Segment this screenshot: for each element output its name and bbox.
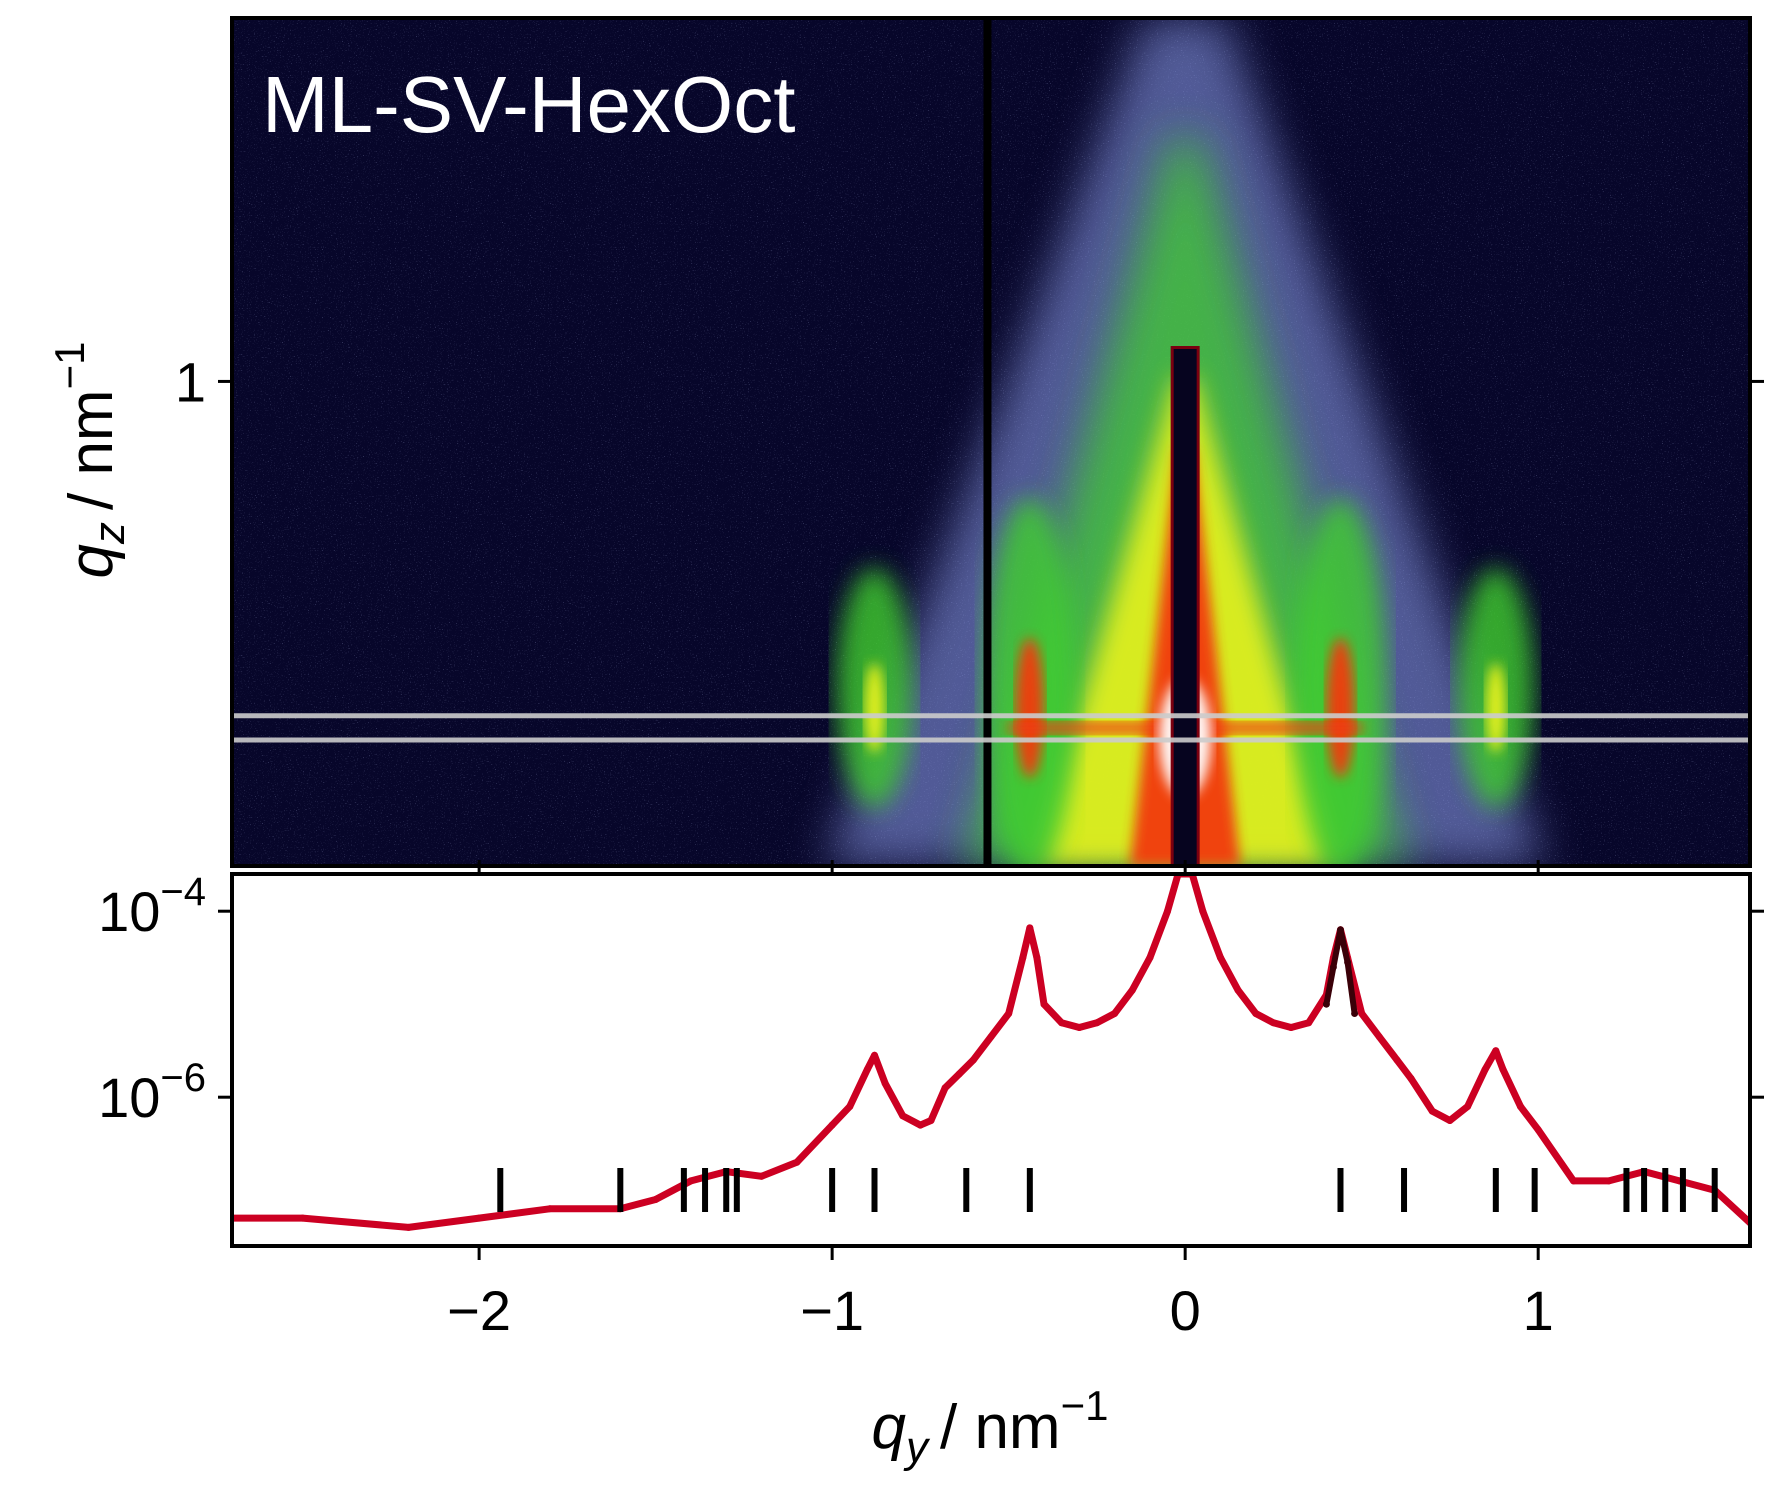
plot-frame (230, 872, 1752, 1248)
data-point (955, 1070, 963, 1078)
peak-markers (497, 1168, 1718, 1212)
line-plot: −2 −1 0 1 10−410−6 (98, 860, 1764, 1342)
data-point (863, 1065, 871, 1073)
data-point (1075, 1024, 1083, 1031)
map-frame (230, 16, 1752, 868)
map-y-title-exp: −1 (46, 342, 93, 390)
data-point (1005, 1010, 1013, 1017)
beamstop (1170, 346, 1200, 866)
y-tick-exp: −4 (160, 870, 206, 914)
plot-background (232, 874, 1750, 1246)
data-point (1252, 1010, 1260, 1017)
y-tick-exp: −6 (160, 1056, 206, 1100)
data-point (546, 1205, 554, 1213)
bragg-rod-core (1326, 637, 1355, 778)
data-point (1026, 924, 1034, 932)
data-point (405, 1223, 412, 1231)
data-point (1393, 1056, 1401, 1064)
data-point (652, 1196, 660, 1203)
data-point (1287, 1024, 1295, 1031)
data-point (1517, 1103, 1524, 1110)
data-point (1344, 958, 1352, 966)
data-point (1093, 1019, 1101, 1027)
data-point (299, 1214, 307, 1222)
map-y-title-sub: z (85, 522, 134, 545)
data-point (1058, 1019, 1066, 1027)
y-tick-base: 10 (98, 880, 160, 943)
plot-x-ticks: −2 −1 0 1 (447, 860, 1554, 1342)
map-y-axis-title: qz / nm−1 (46, 342, 134, 579)
map-y-title-unit: / nm (57, 389, 126, 510)
data-point (1164, 907, 1171, 915)
data-point (1329, 963, 1337, 971)
x-tick-label: −2 (447, 1279, 511, 1342)
data-point (758, 1172, 765, 1180)
map-y-tick-label: 1 (175, 350, 206, 413)
data-point (1033, 954, 1041, 962)
x-tick-label: 0 (1170, 1279, 1201, 1342)
map-label: ML-SV-HexOct (262, 60, 795, 149)
y-tick-label: 10−6 (98, 1056, 206, 1129)
data-point (1217, 954, 1224, 962)
data-point (1128, 986, 1136, 994)
data-point (1534, 1126, 1542, 1134)
bragg-rod-core (864, 662, 885, 753)
detector-gap (983, 18, 992, 866)
x-tick-label: 1 (1523, 1279, 1554, 1342)
data-point (881, 1079, 889, 1087)
data-point (1269, 1019, 1277, 1027)
x-title-sub: y (903, 1423, 931, 1472)
data-point (899, 1112, 907, 1120)
bragg-rod-core (1485, 662, 1506, 753)
data-point (1111, 1010, 1119, 1017)
y-tick-label: 10−4 (98, 870, 206, 943)
map-y-ticks: 1 (175, 350, 1764, 413)
intensity-line (232, 874, 1750, 1231)
data-point (1428, 1107, 1436, 1115)
map-features (232, 18, 1750, 866)
data-point (1305, 1019, 1313, 1027)
x-title-exp: −1 (1061, 1382, 1109, 1429)
data-point (987, 1033, 995, 1041)
y-tick-base: 10 (98, 1066, 160, 1129)
data-point (793, 1158, 801, 1166)
data-point (828, 1121, 836, 1129)
data-point (1358, 1010, 1366, 1017)
data-point (1040, 1000, 1048, 1008)
data-point (1464, 1103, 1472, 1110)
data-point (846, 1103, 854, 1110)
data-point (1351, 1010, 1359, 1017)
data-point (475, 1214, 483, 1222)
x-title-var: q (872, 1393, 907, 1462)
data-point (1446, 1117, 1454, 1124)
x-tick-label: −1 (800, 1279, 864, 1342)
data-point (1570, 1177, 1577, 1185)
data-point (1481, 1065, 1489, 1073)
data-point (1605, 1177, 1613, 1185)
bragg-rod-core (1015, 637, 1044, 778)
data-point (1322, 1000, 1330, 1008)
data-point (1234, 986, 1242, 994)
data-point (941, 1084, 949, 1092)
x-title-unit: / nm (940, 1393, 1061, 1462)
data-point (1407, 1075, 1415, 1083)
data-point (871, 1051, 878, 1059)
data-point (1337, 926, 1344, 934)
data-point (1492, 1047, 1500, 1055)
data-point (687, 1177, 695, 1185)
x-axis-title: qy / nm−1 (872, 1382, 1109, 1472)
plot-y-ticks: 10−410−6 (98, 870, 1764, 1129)
data-point (1199, 907, 1207, 915)
scattering-map (232, 18, 1750, 866)
data-point (916, 1121, 924, 1129)
data-point (969, 1056, 977, 1064)
map-y-title-var: q (57, 543, 126, 578)
data-point (1146, 954, 1154, 962)
data-point (1019, 954, 1027, 962)
data-point (927, 1117, 935, 1124)
data-point (1375, 1033, 1383, 1041)
data-point (1499, 1065, 1507, 1073)
